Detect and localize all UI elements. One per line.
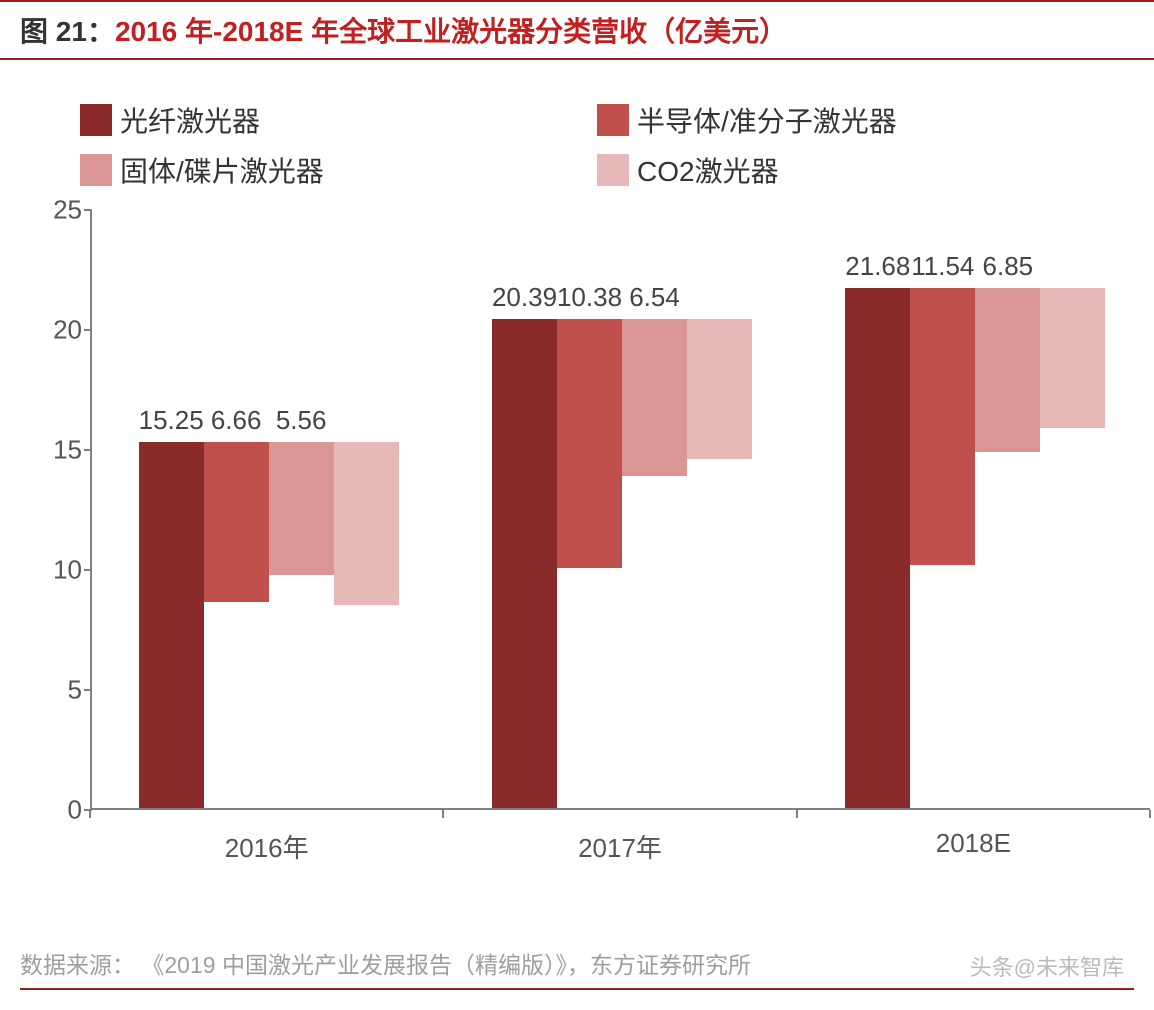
x-tick-label: 2017年	[578, 828, 662, 865]
bar: 15.25	[139, 442, 204, 808]
legend-swatch	[597, 104, 629, 136]
bar: 10.38	[557, 319, 622, 568]
bar-value-label: 20.39	[492, 282, 557, 313]
bar-value-label: 6.66	[211, 405, 262, 436]
y-tick-mark	[84, 569, 92, 571]
y-tick-mark	[84, 689, 92, 691]
legend-swatch	[597, 154, 629, 186]
x-axis-labels: 2016年 2017年 2018E	[90, 810, 1150, 870]
bar-value-label: 10.38	[557, 282, 622, 313]
plot-area: 051015202515.256.665.5620.3910.386.5421.…	[90, 210, 1150, 810]
legend-item-2: 固体/碟片激光器	[80, 150, 577, 190]
legend-item-1: 半导体/准分子激光器	[597, 100, 1094, 140]
bar-value-label: 6.85	[983, 251, 1034, 282]
y-tick-label: 25	[32, 195, 82, 226]
bar: 20.39	[492, 319, 557, 808]
legend-swatch	[80, 104, 112, 136]
y-tick-label: 0	[32, 795, 82, 826]
legend-label: 固体/碟片激光器	[120, 150, 324, 190]
bar-group: 21.6811.546.85	[845, 288, 1105, 808]
watermark: 头条@未来智库	[970, 950, 1124, 982]
source-text: 《2019 中国激光产业发展报告（精编版）》，东方证券研究所	[141, 952, 751, 978]
bar: 21.68	[845, 288, 910, 808]
chart-title-bar: 图 21：2016 年-2018E 年全球工业激光器分类营收（亿美元）	[0, 0, 1154, 60]
y-tick-mark	[84, 449, 92, 451]
legend-item-3: CO2激光器	[597, 150, 1094, 190]
source-label: 数据来源：	[20, 952, 135, 978]
y-tick-label: 10	[32, 555, 82, 586]
legend-label: 光纤激光器	[120, 100, 260, 140]
x-tick-label: 2018E	[936, 828, 1011, 859]
bar: 6.54	[622, 319, 687, 476]
bar-value-label: 11.54	[911, 251, 974, 282]
bar-value-label: 6.54	[629, 282, 680, 313]
plot: 051015202515.256.665.5620.3910.386.5421.…	[90, 210, 1124, 870]
legend-label: CO2激光器	[637, 150, 779, 190]
x-tick-mark	[442, 810, 444, 818]
bar-value-label: 21.68	[845, 251, 910, 282]
y-tick-label: 15	[32, 435, 82, 466]
bar	[687, 319, 752, 459]
bar-value-label: 5.56	[276, 405, 327, 436]
chart-container: 光纤激光器 半导体/准分子激光器固体/碟片激光器 CO2激光器 0 5 10 15 20 25…	[0, 60, 1154, 880]
x-tick-mark	[796, 810, 798, 818]
legend-swatch	[80, 154, 112, 186]
y-tick-label: 20	[32, 315, 82, 346]
title-prefix: 图 21：	[20, 16, 115, 47]
bar-value-label: 15.25	[139, 405, 204, 436]
legend-label: 半导体/准分子激光器	[637, 100, 897, 140]
bar-group: 20.3910.386.54	[492, 319, 752, 808]
bar: 6.85	[975, 288, 1040, 452]
title-text: 2016 年-2018E 年全球工业激光器分类营收（亿美元）	[115, 16, 787, 47]
bar: 6.66	[204, 442, 269, 602]
bar	[1040, 288, 1105, 428]
y-tick-label: 5	[32, 675, 82, 706]
y-tick-mark	[84, 329, 92, 331]
bar	[334, 442, 399, 605]
bar: 11.54	[910, 288, 975, 565]
x-tick-label: 2016年	[225, 828, 309, 865]
bar: 5.56	[269, 442, 334, 575]
x-tick-mark	[1149, 810, 1151, 818]
legend-item-0: 光纤激光器	[80, 100, 577, 140]
source-citation: 数据来源： 《2019 中国激光产业发展报告（精编版）》，东方证券研究所	[20, 946, 1134, 990]
x-tick-mark	[89, 810, 91, 818]
legend: 光纤激光器 半导体/准分子激光器固体/碟片激光器 CO2激光器	[20, 90, 1134, 210]
y-tick-mark	[84, 209, 92, 211]
bar-group: 15.256.665.56	[139, 442, 399, 808]
